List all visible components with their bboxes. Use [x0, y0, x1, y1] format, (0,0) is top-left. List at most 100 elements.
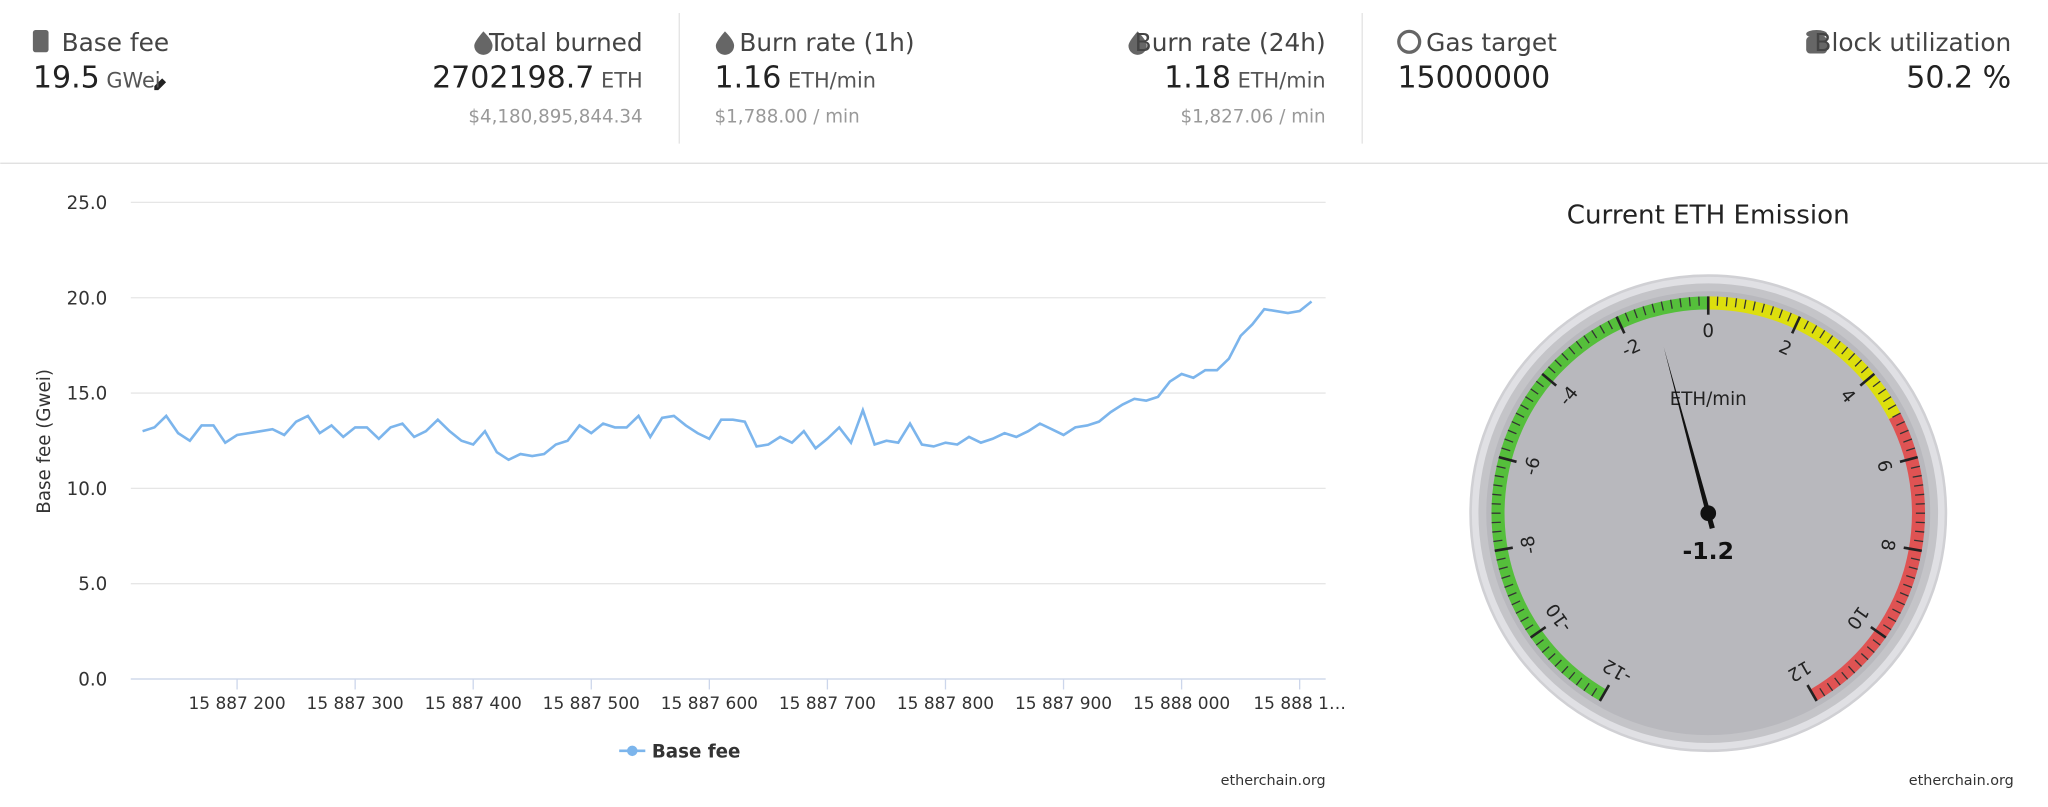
stat-value: 1.18 ETH/min: [1164, 60, 1326, 95]
gauge-minor-tick: [1507, 429, 1517, 435]
gauge-minor-tick: [1860, 652, 1869, 661]
gauge-minor-tick: [1651, 303, 1656, 313]
stat-usd: $1,827.06 / min: [1180, 107, 1325, 128]
gauge-minor-tick: [1498, 566, 1508, 570]
gauge-minor-tick: [1583, 682, 1590, 692]
gauge-minor-tick: [1908, 566, 1918, 570]
y-tick-label: 5.0: [78, 574, 107, 595]
gauge-minor-tick: [1725, 297, 1728, 307]
gauge-minor-tick: [1906, 447, 1916, 452]
stat-value: 19.5 GWei: [33, 60, 161, 95]
unit: ETH/min: [1238, 68, 1326, 92]
gauge-minor-tick: [1496, 557, 1506, 561]
gauge-minor-tick: [1642, 306, 1647, 316]
gauge-minor-tick: [1899, 592, 1909, 597]
gauge-minor-tick: [1903, 583, 1913, 588]
gauge-needle: [1663, 346, 1715, 530]
gauge-minor-tick: [1525, 624, 1534, 631]
stat-value: 2702198.7 ETH: [432, 60, 643, 95]
gauge-tick-label: -6: [1520, 455, 1545, 478]
gauge-minor-tick: [1607, 320, 1613, 330]
gauge-minor-tick: [1778, 309, 1784, 319]
icons: [32, 29, 1828, 91]
stat-label: Total burned: [488, 28, 643, 57]
gauge-minor-tick: [1826, 682, 1834, 692]
gauge-minor-tick: [1511, 420, 1521, 427]
gauge-minor-tick: [1872, 380, 1881, 388]
gauge-tick-label: -8: [1517, 534, 1541, 556]
gauge-minor-tick: [1520, 404, 1529, 410]
x-tick-label: 15 888 000: [1133, 694, 1230, 714]
gauge-minor-tick: [1848, 352, 1856, 361]
stat-label: Block utilization: [1814, 28, 2011, 57]
gauge-minor-tick: [1910, 465, 1921, 469]
gauge-minor-tick: [1896, 420, 1905, 427]
x-tick-label: 15 887 300: [307, 694, 404, 714]
gauge-minor-tick: [1899, 429, 1909, 435]
gauge-minor-tick: [1834, 677, 1841, 686]
gauge-minor-tick: [1583, 335, 1590, 344]
stat-usd: $1,788.00 / min: [715, 107, 860, 128]
gauge-minor-tick: [1848, 665, 1856, 674]
gauge-minor-tick: [1525, 396, 1534, 403]
gauge-major-tick: [1903, 546, 1922, 553]
gauge-minor-tick: [1841, 671, 1849, 680]
x-tick-label: 15 887 600: [661, 694, 758, 714]
fire-icon: [1128, 31, 1147, 55]
gauge-major-tick: [1498, 455, 1517, 464]
x-tick-label: 15 887 700: [779, 694, 876, 714]
gauge-pivot: [1700, 505, 1717, 522]
gauge-major-tick: [1494, 546, 1514, 553]
stat-value: 15000000: [1397, 60, 1550, 95]
gauge-major-tick: [1529, 625, 1547, 639]
legend-label[interactable]: Base fee: [652, 741, 741, 762]
gauge-minor-tick: [1819, 687, 1826, 697]
gauge-minor-tick: [1493, 484, 1503, 487]
gauge-major-tick: [1598, 684, 1611, 702]
gauge-minor-tick: [1575, 677, 1583, 686]
gauge-major-tick: [1541, 372, 1558, 387]
target-icon: [1397, 29, 1422, 54]
gauge-tick-label: 8: [1876, 537, 1899, 552]
stat-label: Gas target: [1426, 28, 1557, 57]
gauge-minor-tick: [1914, 484, 1924, 487]
edit-icon[interactable]: [154, 78, 167, 91]
stat-label: Base fee: [62, 28, 170, 57]
gauge-minor-tick: [1624, 312, 1630, 322]
gauge-minor-tick: [1854, 359, 1862, 367]
gauge-units: ETH/min: [1670, 389, 1747, 410]
stat-value: 1.16 ETH/min: [715, 60, 877, 95]
gauge-value: -1.2: [1683, 537, 1734, 565]
gauge-minor-tick: [1492, 530, 1502, 533]
gauge-minor-tick: [1541, 646, 1550, 654]
gauge-minor-tick: [1561, 665, 1569, 674]
x-tick-label: 15 888 1…: [1253, 694, 1346, 714]
gauge-minor-tick: [1535, 380, 1544, 388]
gauge-minor-tick: [1866, 646, 1875, 654]
gauge-tick-label: 0: [1702, 321, 1714, 342]
gauge-minor-tick: [1887, 404, 1897, 410]
gauge-minor-tick: [1819, 330, 1826, 339]
gauge-minor-tick: [1679, 298, 1682, 308]
gauge-minor-tick: [1910, 557, 1921, 561]
gauge-minor-tick: [1496, 465, 1506, 469]
gauge-minor-tick: [1511, 600, 1521, 606]
gauge-minor-tick: [1575, 340, 1583, 349]
gauge-title: Current ETH Emission: [1567, 200, 1850, 230]
gauge-minor-tick: [1752, 301, 1756, 311]
x-tick-label: 15 887 800: [897, 694, 994, 714]
fire-icon: [715, 31, 735, 55]
gauge-minor-tick: [1883, 624, 1892, 631]
gauge-major-tick: [1870, 625, 1887, 639]
x-tick-label: 15 887 400: [425, 694, 522, 714]
value: 1.16: [715, 60, 782, 95]
gauge-major-tick: [1899, 455, 1918, 464]
gauge-minor-tick: [1507, 592, 1517, 597]
value: 2702198.7: [432, 60, 594, 95]
gauge-minor-tick: [1841, 346, 1849, 355]
gauge-minor-tick: [1501, 575, 1511, 579]
gauge-minor-tick: [1826, 335, 1834, 344]
gauge-minor-tick: [1494, 474, 1504, 478]
